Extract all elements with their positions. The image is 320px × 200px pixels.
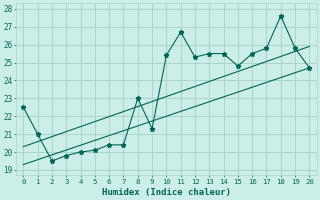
X-axis label: Humidex (Indice chaleur): Humidex (Indice chaleur) xyxy=(102,188,231,197)
